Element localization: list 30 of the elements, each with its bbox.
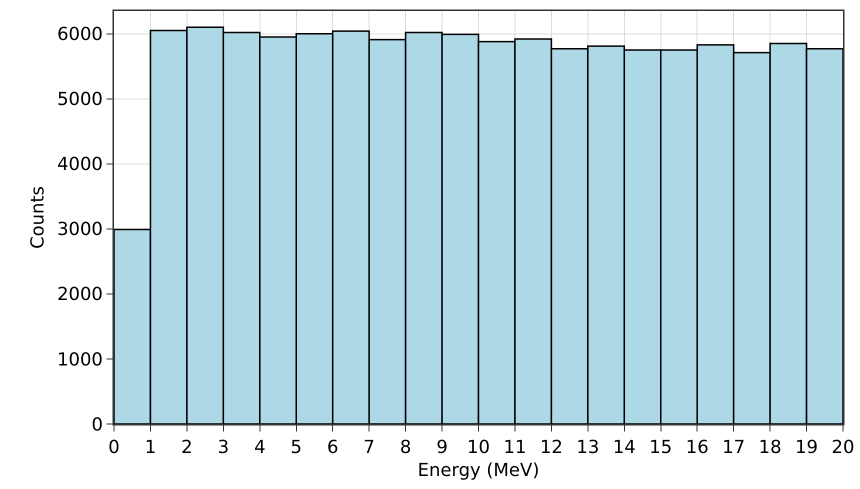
x-tick-label: 13 [576, 437, 600, 458]
x-tick-label: 4 [254, 437, 266, 458]
x-tick-label: 16 [686, 437, 709, 458]
x-tick-label: 14 [612, 437, 636, 458]
x-axis-title: Energy (MeV) [418, 460, 540, 481]
y-tick-label: 1000 [57, 349, 103, 370]
x-tick-label: 10 [467, 437, 490, 458]
y-tick-label: 5000 [57, 89, 103, 110]
y-tick-label: 3000 [57, 219, 103, 240]
x-tick-label: 2 [181, 437, 193, 458]
y-axis-title: Counts [28, 186, 49, 249]
x-tick-label: 11 [503, 437, 526, 458]
x-tick-label: 8 [400, 437, 412, 458]
y-tick-label: 4000 [57, 154, 103, 176]
x-tick-label: 1 [144, 437, 156, 458]
x-tick-label: 15 [649, 437, 672, 458]
y-tick-label: 2000 [57, 284, 103, 306]
x-tick-label: 12 [540, 437, 563, 458]
x-tick-label: 18 [758, 437, 782, 458]
x-tick-label: 0 [108, 437, 120, 458]
x-tick-label: 19 [795, 437, 818, 458]
y-tick-label: 0 [91, 414, 103, 436]
x-tick-label: 7 [363, 437, 375, 458]
x-tick-label: 9 [436, 437, 448, 458]
x-tick-label: 17 [722, 437, 746, 458]
y-tick-label: 6000 [57, 24, 103, 46]
x-tick-label: 3 [218, 437, 230, 458]
x-tick-label: 6 [326, 437, 338, 458]
x-tick-label: 5 [290, 437, 302, 458]
x-tick-label: 20 [832, 437, 854, 458]
